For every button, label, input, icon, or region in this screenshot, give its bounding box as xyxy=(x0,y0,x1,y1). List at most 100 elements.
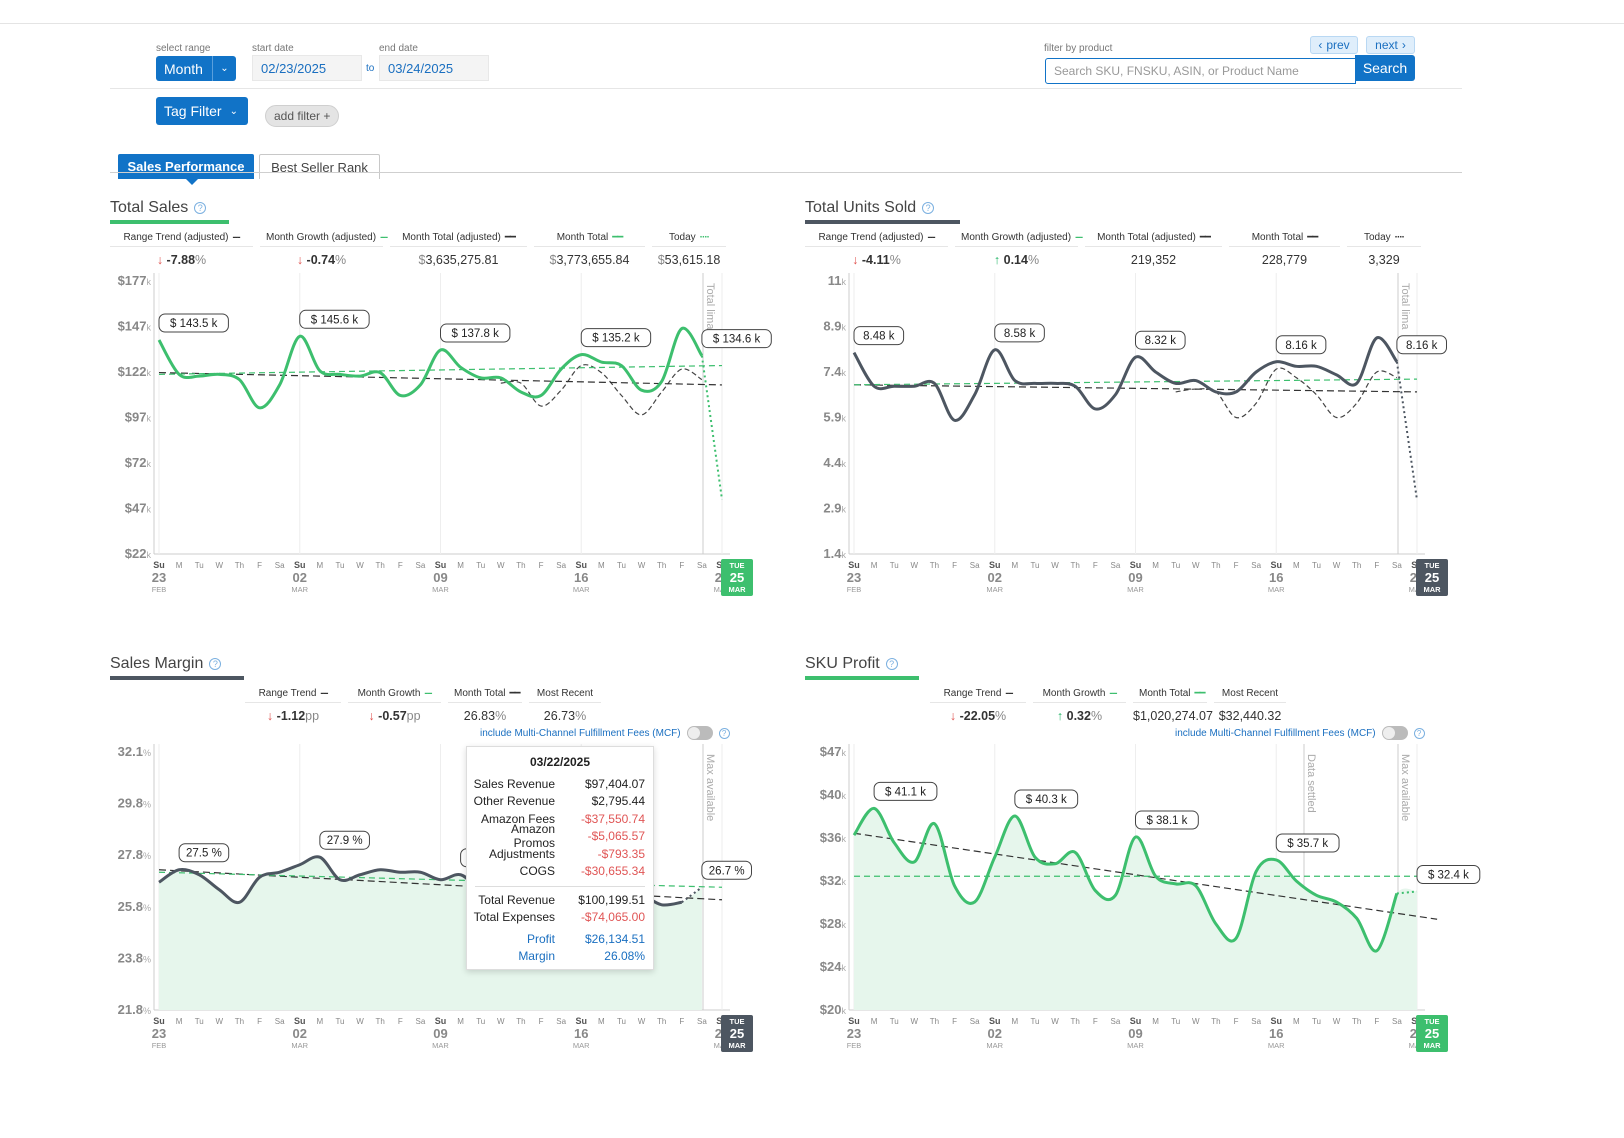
panel-title: Total Units Sold? xyxy=(805,199,935,217)
y-tick-label: 29.8% xyxy=(118,796,151,811)
stat-month-total: Month Total ━━ 26.83% xyxy=(448,688,522,723)
help-icon[interactable]: ? xyxy=(1413,727,1425,739)
tag-filter-button[interactable]: Tag Filter ⌄ xyxy=(156,97,248,125)
x-day-label: Su xyxy=(1270,560,1282,570)
tooltip-total-row: Total Expenses -$74,065.00 xyxy=(473,910,645,925)
x-week-label: 23 xyxy=(847,570,861,585)
x-day-label: M xyxy=(457,1017,464,1026)
today-badge xyxy=(1416,1015,1448,1052)
stat-most-recent: Most Recent $32,440.32 xyxy=(1214,688,1286,723)
x-day-label: M xyxy=(317,1017,324,1026)
stat-month-growth-adjusted: Month Growth (adjusted) --- ↓ -0.74% xyxy=(260,232,388,267)
tabs-divider xyxy=(110,172,1462,173)
series-tail xyxy=(681,886,703,904)
marker-label: Total lima xyxy=(704,283,716,330)
series-tail xyxy=(1396,890,1418,895)
x-week-label: 16 xyxy=(574,1026,588,1041)
add-filter-chip[interactable]: add filter + xyxy=(265,105,340,127)
y-tick-label: $36k xyxy=(820,830,847,845)
y-tick-label: 11k xyxy=(828,273,847,288)
tooltip-total-row: Total Revenue $100,199.51 xyxy=(478,892,645,907)
callout-label: $ 35.7 k xyxy=(1287,838,1328,850)
range-value: Month xyxy=(164,60,203,77)
series-tail xyxy=(700,355,723,500)
stat-today: Today ···· 3,329 xyxy=(1347,232,1421,267)
prev-button[interactable]: ‹ prev xyxy=(1310,36,1358,54)
help-icon[interactable]: ? xyxy=(922,202,935,214)
x-week-label: 02 xyxy=(988,1026,1002,1041)
x-day-label: Su xyxy=(153,1016,165,1026)
y-tick-label: 4.4k xyxy=(823,455,846,470)
x-day-label: Su xyxy=(575,1016,587,1026)
x-day-label: Sa xyxy=(1110,561,1120,570)
tooltip-date: 03/22/2025 xyxy=(529,755,591,769)
x-day-label: Sa xyxy=(970,1017,980,1026)
help-icon[interactable]: ? xyxy=(194,202,207,214)
stats-row: Range Trend --- ↓ -22.05% Month Growth --- ↑ … xyxy=(930,688,1286,723)
today-dow: TUE xyxy=(730,561,745,570)
adjusted-line xyxy=(500,364,703,416)
x-week-label: 23 xyxy=(152,570,166,585)
x-day-label: Tu xyxy=(890,1017,899,1026)
search-input[interactable]: Search SKU, FNSKU, ASIN, or Product Name xyxy=(1045,58,1356,84)
callout-label: 8.58 k xyxy=(1004,328,1036,340)
range-select[interactable]: Month ⌄ xyxy=(156,56,236,81)
tooltip-row: Sales Revenue $97,404.07 xyxy=(473,776,645,791)
stat-range-trend-adjusted: Range Trend (adjusted) --- ↓ -7.88% xyxy=(110,232,253,267)
x-day-label: Tu xyxy=(476,561,485,570)
x-day-label: F xyxy=(952,1017,957,1026)
next-button[interactable]: next › xyxy=(1366,36,1415,54)
callout-box xyxy=(994,323,1045,343)
x-day-label: Th xyxy=(1211,1017,1220,1026)
start-date-input[interactable]: 02/23/2025 xyxy=(252,55,362,81)
x-month-label: FEB xyxy=(847,585,862,594)
x-month-label: MAR xyxy=(573,585,590,594)
help-icon[interactable]: ? xyxy=(718,727,730,739)
x-month-label: FEB xyxy=(152,585,167,594)
x-day-label: Th xyxy=(1071,1017,1080,1026)
x-day-label: Th xyxy=(657,1017,666,1026)
series-line xyxy=(157,326,704,410)
tooltip-divider xyxy=(475,886,645,887)
y-tick-label: $177k xyxy=(118,273,152,288)
x-day-label: Sa xyxy=(1251,1017,1261,1026)
x-day-label: W xyxy=(911,1017,919,1026)
x-day-label: Su xyxy=(1270,1016,1282,1026)
tooltip-row: Other Revenue $2,795.44 xyxy=(473,794,645,809)
callout-box xyxy=(319,830,370,850)
x-day-label: F xyxy=(679,1017,684,1026)
callout-label: 8.16 k xyxy=(1285,340,1317,352)
x-day-label: Su xyxy=(575,560,587,570)
search-button[interactable]: Search xyxy=(1355,55,1415,81)
toggle-switch[interactable] xyxy=(686,726,713,740)
x-day-label: M xyxy=(1012,561,1019,570)
chevron-down-icon[interactable]: ⌄ xyxy=(212,56,236,81)
x-day-label: Su xyxy=(848,1016,860,1026)
toggle-switch[interactable] xyxy=(1381,726,1408,740)
x-day-label: F xyxy=(1093,1017,1098,1026)
help-icon[interactable]: ? xyxy=(209,658,222,670)
help-icon[interactable]: ? xyxy=(885,658,898,670)
x-day-label: W xyxy=(1051,561,1059,570)
x-day-label: F xyxy=(1374,561,1379,570)
tooltip-totals: Total Revenue $100,199.51 Total Expenses -$… xyxy=(467,891,653,926)
x-day-label: Tu xyxy=(1030,561,1039,570)
callout-box xyxy=(440,323,511,343)
mcf-toggle[interactable]: include Multi-Channel Fulfillment Fees (… xyxy=(1175,726,1425,740)
today-badge xyxy=(721,1015,753,1052)
today-badge xyxy=(1416,559,1448,596)
stat-month-total: Month Total ━━ 228,779 xyxy=(1229,232,1340,267)
x-day-label: Sa xyxy=(415,1017,425,1026)
x-day-label: Th xyxy=(1352,1017,1361,1026)
mcf-toggle[interactable]: include Multi-Channel Fulfillment Fees (… xyxy=(480,726,730,740)
tab-sales-performance[interactable]: Sales Performance xyxy=(118,154,254,179)
tab-best-seller-rank[interactable]: Best Seller Rank xyxy=(259,154,380,179)
sales-margin-panel: Sales Margin? Range Trend --- ↓ -1.12pp Mon… xyxy=(110,655,810,1095)
x-day-label: W xyxy=(1192,1017,1200,1026)
x-month-label: MAR xyxy=(432,585,449,594)
end-date-input[interactable]: 03/24/2025 xyxy=(379,55,489,81)
callout-box xyxy=(158,313,229,333)
x-day-label: F xyxy=(679,561,684,570)
total-units-panel: Total Units Sold? Range Trend (adjusted)… xyxy=(805,199,1505,639)
series-tail xyxy=(1395,361,1418,501)
